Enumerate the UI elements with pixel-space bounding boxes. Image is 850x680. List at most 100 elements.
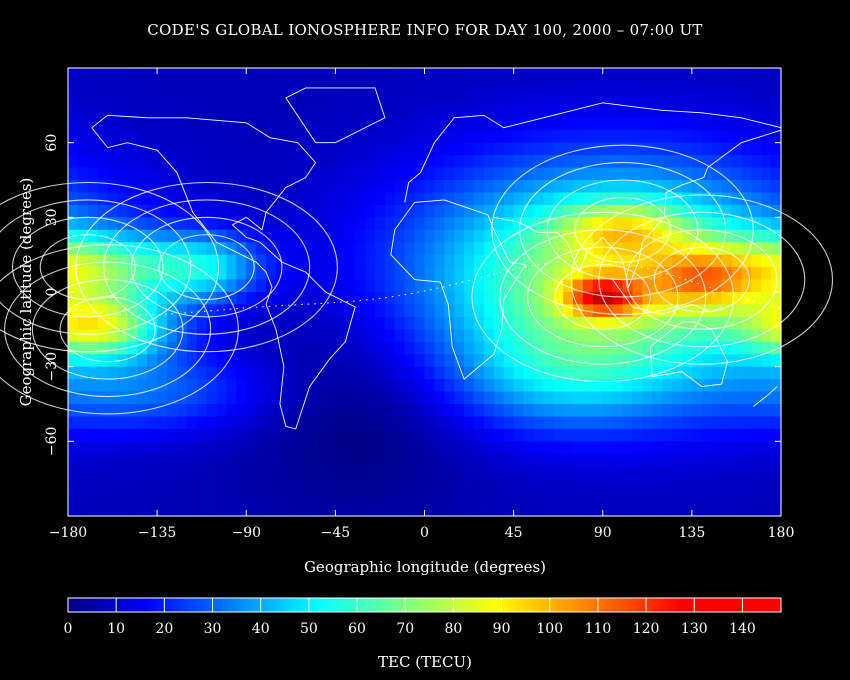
tec-cell <box>176 379 188 393</box>
tec-cell <box>513 217 525 231</box>
tec-cell <box>295 267 307 281</box>
tec-cell <box>295 478 307 492</box>
tec-cell <box>315 354 327 368</box>
tec-cell <box>127 379 138 393</box>
tec-cell <box>285 491 297 505</box>
tec-cell <box>196 229 208 243</box>
tec-cell <box>642 316 653 330</box>
tec-cell <box>176 478 188 492</box>
tec-cell <box>701 92 713 106</box>
tec-cell <box>167 204 178 218</box>
tec-cell <box>582 441 594 455</box>
tec-cell <box>493 192 505 206</box>
tec-cell <box>434 92 445 106</box>
tec-cell <box>612 92 624 106</box>
tec-cell <box>285 192 297 206</box>
tec-cell <box>127 354 138 368</box>
tec-cell <box>493 316 505 330</box>
tec-cell <box>157 428 168 442</box>
tec-cell <box>672 441 683 455</box>
tec-cell <box>394 304 406 318</box>
tec-cell <box>672 105 683 119</box>
tec-cell <box>474 180 485 194</box>
tec-cell <box>662 229 673 243</box>
tec-cell <box>741 304 752 318</box>
tec-cell <box>157 503 168 517</box>
tec-cell <box>176 142 188 156</box>
tec-cell <box>404 217 416 231</box>
tec-cell <box>701 167 713 181</box>
tec-cell <box>236 441 247 455</box>
tec-cell <box>721 428 733 442</box>
tec-cell <box>365 192 376 206</box>
tec-cell <box>563 130 574 144</box>
tec-cell <box>147 379 158 393</box>
tec-cell <box>176 267 188 281</box>
tec-cell <box>632 142 643 156</box>
tec-cell <box>335 204 346 218</box>
tec-cell <box>632 204 643 218</box>
tec-cell <box>275 329 287 343</box>
tec-cell <box>206 117 218 131</box>
tec-cell <box>266 354 277 368</box>
tec-cell <box>414 478 426 492</box>
tec-cell <box>256 68 267 82</box>
tec-cell <box>632 366 643 380</box>
tec-cell <box>325 279 336 293</box>
tec-cell <box>691 366 703 380</box>
tec-cell <box>622 192 634 206</box>
tec-cell <box>652 279 663 293</box>
tec-cell <box>137 117 148 131</box>
tec-cell <box>68 379 79 393</box>
tec-cell <box>563 68 574 82</box>
tec-cell <box>77 478 89 492</box>
tec-cell <box>672 316 683 330</box>
tec-cell <box>186 379 198 393</box>
tec-cell <box>573 292 584 306</box>
tec-cell <box>642 242 653 256</box>
tec-cell <box>424 130 436 144</box>
tec-cell <box>543 441 554 455</box>
tec-cell <box>464 80 475 94</box>
tec-cell <box>553 316 564 330</box>
tec-cell <box>414 503 426 517</box>
tec-cell <box>751 130 762 144</box>
tec-cell <box>563 304 574 318</box>
tec-cell <box>672 341 683 355</box>
tec-cell <box>157 192 168 206</box>
tec-cell <box>711 428 723 442</box>
tec-cell <box>573 142 584 156</box>
tec-cell <box>573 341 584 355</box>
tec-cell <box>97 503 109 517</box>
tec-cell <box>731 229 742 243</box>
tec-cell <box>256 180 267 194</box>
tec-cell <box>68 254 79 268</box>
tec-cell <box>196 379 208 393</box>
tec-cell <box>295 354 307 368</box>
tec-cell <box>503 204 515 218</box>
tec-cell <box>305 491 317 505</box>
tec-cell <box>731 391 742 405</box>
tec-cell <box>374 242 386 256</box>
tec-cell <box>68 130 79 144</box>
tec-cell <box>711 453 723 467</box>
tec-cell <box>167 441 178 455</box>
tec-cell <box>454 192 465 206</box>
tec-cell <box>543 217 554 231</box>
tec-cell <box>325 354 336 368</box>
tec-cell <box>275 92 287 106</box>
tec-cell <box>77 142 89 156</box>
tec-cell <box>483 316 495 330</box>
colorbar-ticks: 0 10 20 30 40 50 60 70 80 90 100 110 120 130 140 <box>64 598 756 637</box>
tec-cell <box>117 503 129 517</box>
tec-cell <box>77 92 89 106</box>
tec-cell <box>374 130 386 144</box>
tec-cell <box>394 279 406 293</box>
tec-cell <box>444 329 455 343</box>
tec-cell <box>493 304 505 318</box>
tec-cell <box>523 354 535 368</box>
tec-cell <box>384 105 396 119</box>
tec-cell <box>592 155 604 169</box>
tec-cell <box>365 304 376 318</box>
tec-cell <box>295 117 307 131</box>
